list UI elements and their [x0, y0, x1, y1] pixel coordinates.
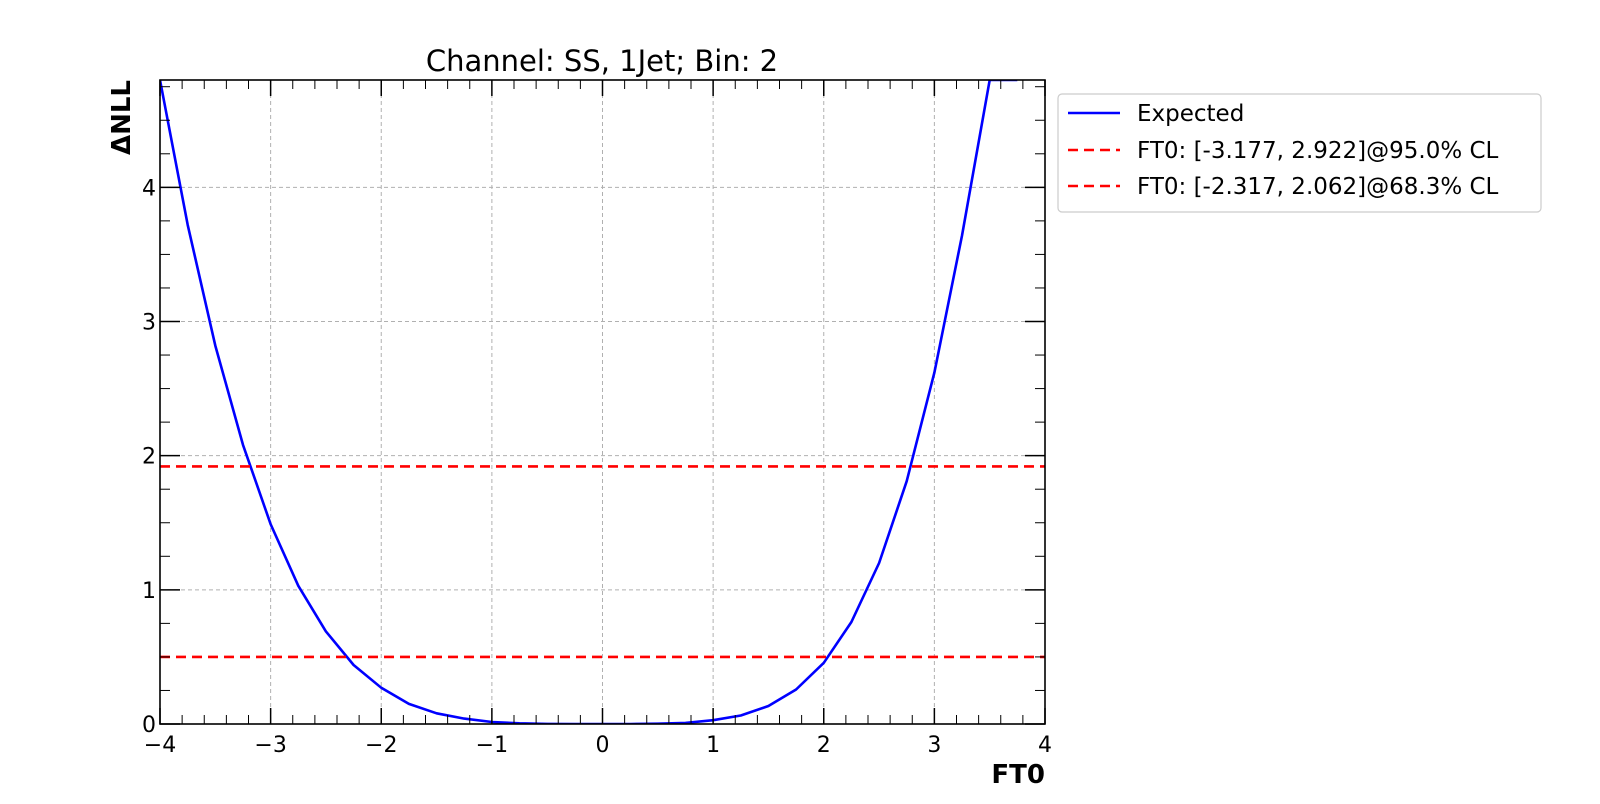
expected-curve	[160, 80, 1018, 724]
x-tick-label: 2	[817, 733, 831, 758]
series-layer	[160, 80, 1045, 724]
x-tick-label: −2	[365, 733, 397, 758]
legend: Expected FT0: [-3.177, 2.922]@95.0% CL F…	[1057, 93, 1542, 213]
x-tick-label: −4	[144, 733, 176, 758]
x-axis-label: FT0	[991, 760, 1045, 790]
x-tick-label: 3	[927, 733, 941, 758]
legend-box	[1057, 93, 1542, 213]
axis-tick-labels: −4 −3 −2 −1 0 1 2 3 4 0 1 2 3 4	[142, 176, 1052, 758]
axis-ticks	[159, 80, 1046, 725]
y-tick-label: 0	[142, 713, 156, 738]
y-tick-label: 4	[142, 176, 156, 201]
y-tick-label: 1	[142, 579, 156, 604]
x-tick-label: 4	[1038, 733, 1052, 758]
legend-label-68cl: FT0: [-2.317, 2.062]@68.3% CL	[1137, 174, 1499, 200]
y-axis-label: ΔNLL	[107, 80, 137, 155]
grid-lines	[160, 80, 1045, 724]
legend-label-95cl: FT0: [-3.177, 2.922]@95.0% CL	[1137, 138, 1499, 164]
legend-label-expected: Expected	[1137, 101, 1244, 127]
x-tick-label: −1	[476, 733, 508, 758]
y-tick-label: 2	[142, 445, 156, 470]
x-tick-label: 0	[596, 733, 610, 758]
y-tick-label: 3	[142, 311, 156, 336]
x-tick-label: 1	[706, 733, 720, 758]
x-tick-label: −3	[254, 733, 286, 758]
chart-title: Channel: SS, 1Jet; Bin: 2	[426, 44, 778, 78]
